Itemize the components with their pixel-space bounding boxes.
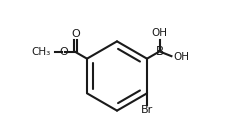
Text: Br: Br (141, 105, 153, 115)
Text: B: B (156, 45, 164, 58)
Text: O: O (59, 47, 68, 57)
Text: OH: OH (152, 28, 168, 38)
Text: CH₃: CH₃ (32, 47, 51, 57)
Text: OH: OH (174, 52, 190, 62)
Text: O: O (71, 29, 80, 39)
